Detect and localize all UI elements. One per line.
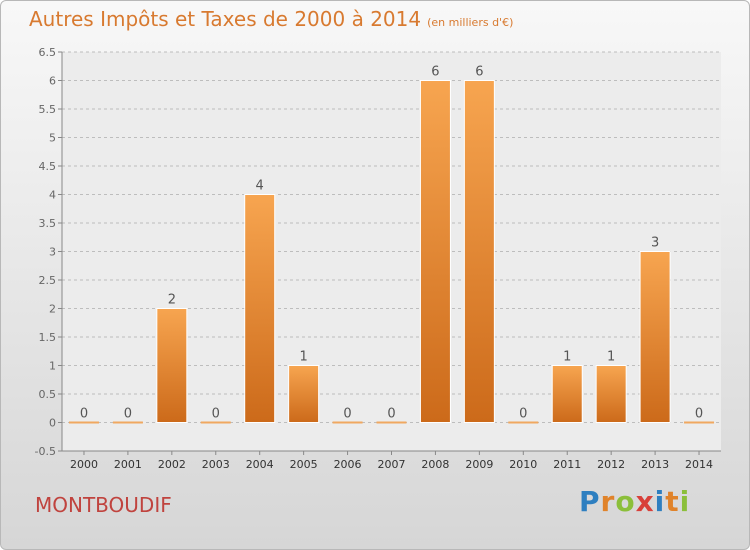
y-tick-label: 6.5	[39, 46, 57, 59]
bar	[112, 421, 143, 424]
x-tick-label: 2003	[202, 458, 230, 471]
bar	[508, 421, 539, 424]
x-tick-label: 2007	[378, 458, 406, 471]
data-label: 1	[607, 350, 615, 365]
data-label: 0	[80, 407, 88, 422]
y-tick-label: 4.5	[39, 160, 57, 173]
bar	[288, 365, 320, 423]
y-tick-label: 2.5	[39, 274, 57, 287]
y-tick-label: 2	[49, 303, 56, 316]
data-label: 0	[343, 407, 351, 422]
data-label: 0	[695, 407, 703, 422]
x-tick-label: 2004	[246, 458, 274, 471]
x-tick-label: 2012	[597, 458, 625, 471]
x-tick-label: 2010	[509, 458, 537, 471]
data-label: 1	[563, 350, 571, 365]
data-label: 0	[387, 407, 395, 422]
chart-title: Autres Impôts et Taxes de 2000 à 2014 (en…	[29, 7, 514, 31]
bar	[376, 421, 407, 424]
data-label: 6	[475, 65, 483, 80]
bar	[68, 421, 99, 424]
y-tick-label: -0.5	[35, 445, 56, 458]
y-tick-label: 3	[49, 246, 56, 259]
x-tick-label: 2009	[465, 458, 493, 471]
y-tick-label: 5	[49, 132, 56, 145]
x-tick-label: 2005	[290, 458, 318, 471]
commune-name: MONTBOUDIF	[35, 493, 172, 517]
bar	[463, 80, 495, 423]
x-tick-label: 2001	[114, 458, 142, 471]
y-tick-label: 3.5	[39, 217, 57, 230]
y-tick-label: 1	[49, 360, 56, 373]
bar	[200, 421, 231, 424]
data-label: 0	[212, 407, 220, 422]
x-tick-label: 2000	[70, 458, 98, 471]
x-tick-label: 2013	[641, 458, 669, 471]
chart-subtitle: (en milliers d'€)	[427, 16, 514, 29]
x-tick-label: 2002	[158, 458, 186, 471]
bar	[419, 80, 451, 423]
data-label: 0	[519, 407, 527, 422]
x-tick-label: 2014	[685, 458, 713, 471]
data-label: 6	[431, 65, 439, 80]
y-tick-label: 0	[49, 417, 56, 430]
y-tick-label: 1.5	[39, 331, 57, 344]
bar	[332, 421, 363, 424]
bar	[156, 308, 188, 423]
data-label: 3	[651, 236, 659, 251]
bar	[244, 194, 276, 423]
y-tick-label: 6	[49, 75, 56, 88]
y-tick-label: 0.5	[39, 388, 57, 401]
x-tick-label: 2008	[421, 458, 449, 471]
x-tick-label: 2006	[334, 458, 362, 471]
y-tick-label: 4	[49, 189, 56, 202]
brand-logo: Proxiti	[579, 485, 691, 518]
bar	[595, 365, 627, 423]
data-label: 4	[256, 179, 264, 194]
data-label: 1	[299, 350, 307, 365]
bar	[684, 421, 715, 424]
bar	[551, 365, 583, 423]
data-label: 2	[168, 293, 176, 308]
y-tick-label: 5.5	[39, 103, 57, 116]
x-tick-label: 2011	[553, 458, 581, 471]
bar	[639, 251, 671, 423]
data-label: 0	[124, 407, 132, 422]
